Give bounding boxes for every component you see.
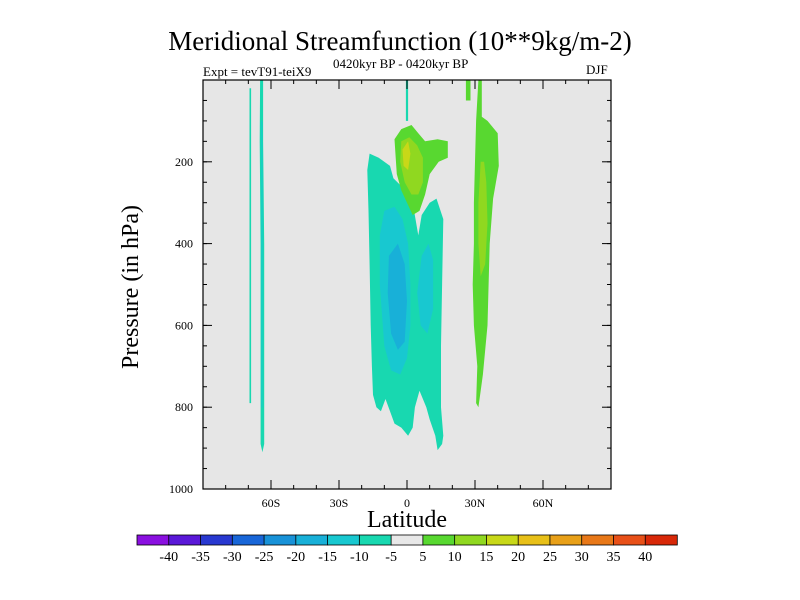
colorbar-label: 20 <box>511 550 525 565</box>
axis-ticks: 60S 30S 0 30N 60N 200 400 600 800 1000 <box>169 80 611 510</box>
subtitle-center: 0420kyr BP - 0420kyr BP <box>333 56 469 71</box>
y-tick-label: 400 <box>175 237 193 251</box>
y-tick-label: 800 <box>175 400 193 414</box>
colorbar-label: -20 <box>286 550 305 565</box>
colorbar-label: 15 <box>479 550 493 565</box>
region-cell-neg15 <box>387 243 407 350</box>
x-tick-label: 30N <box>465 496 486 510</box>
colorbar-swatch <box>295 534 329 546</box>
x-tick-label: 0 <box>404 496 410 510</box>
colorbar-swatch <box>549 534 583 546</box>
colorbar-swatch <box>422 534 456 546</box>
colorbar-swatch <box>454 534 488 546</box>
colorbar-label: -15 <box>318 550 337 565</box>
colorbar-swatch <box>136 534 170 546</box>
x-tick-label: 60N <box>533 496 554 510</box>
y-tick-label: 200 <box>175 155 193 169</box>
colorbar-label: 35 <box>606 550 620 565</box>
y-axis-label: Pressure (in hPa) <box>118 205 144 369</box>
contour-regions <box>249 80 499 453</box>
colorbar-swatch <box>231 534 265 546</box>
colorbar-swatch <box>263 534 297 546</box>
colorbar-label: 5 <box>419 550 426 565</box>
colorbar-swatch <box>390 534 424 546</box>
colorbar-label: -30 <box>223 550 242 565</box>
colorbar-label: 25 <box>543 550 557 565</box>
colorbar-swatch <box>200 534 233 546</box>
subtitle-right: DJF <box>586 62 608 77</box>
region-upper-cap-neg5 <box>405 80 409 121</box>
region-cell-neg10-north <box>417 243 434 334</box>
y-tick-label: 1000 <box>169 482 193 496</box>
region-nh-tiny-pos5 <box>465 80 471 101</box>
colorbar-swatch <box>613 534 646 546</box>
colorbar-swatch <box>358 534 392 546</box>
colorbar-label: -10 <box>350 550 369 565</box>
region-cell-upper-pos15 <box>402 141 411 170</box>
region-sh-thin-strip <box>249 88 252 404</box>
colorbar-swatch <box>168 534 202 546</box>
x-axis-label: Latitude <box>367 507 447 533</box>
y-tick-label: 600 <box>175 318 193 332</box>
colorbar-swatch <box>486 534 519 546</box>
colorbar-swatch <box>581 534 615 546</box>
colorbar-label: -25 <box>255 550 274 565</box>
region-sh-strip-neg10 <box>261 120 263 408</box>
region-nh-cell-pos10 <box>478 161 488 277</box>
plot-area: 60S 30S 0 30N 60N 200 400 600 800 1000 <box>169 79 612 510</box>
colorbar-swatch <box>327 534 361 546</box>
colorbar-label: 10 <box>448 550 462 565</box>
colorbar-label: -35 <box>191 550 210 565</box>
colorbar-label: -40 <box>159 550 178 565</box>
colorbar-label: 30 <box>575 550 589 565</box>
colorbar-swatch <box>644 534 678 546</box>
colorbar-label: -5 <box>385 550 397 565</box>
x-tick-label: 60S <box>262 496 281 510</box>
x-tick-label: 30S <box>330 496 349 510</box>
colorbar-label: 40 <box>638 550 652 565</box>
colorbar-swatch <box>517 534 551 546</box>
chart-title: Meridional Streamfunction (10**9kg/m-2) <box>168 26 632 56</box>
colorbar: -40 -35 -30 -25 -20 -15 -10 -5 5 10 15 20 25 30 35 40 <box>136 534 678 565</box>
subtitle-left: Expt = tevT91-teiX9 <box>203 64 312 79</box>
